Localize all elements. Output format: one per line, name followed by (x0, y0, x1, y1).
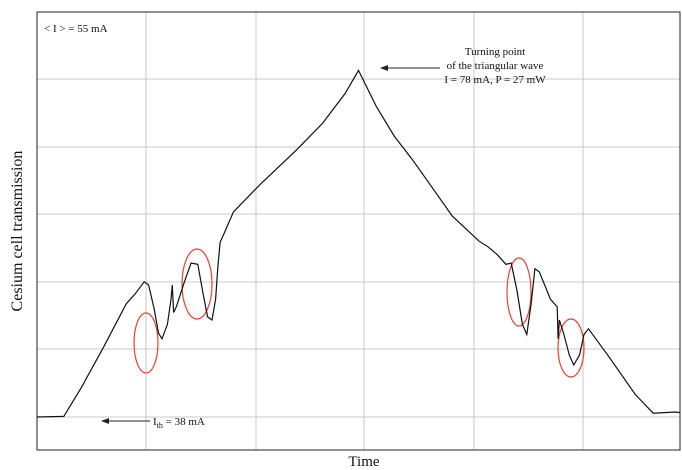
series-line (36, 69, 681, 418)
annotation-turning-point-line3: I = 78 mA, P = 27 mW (444, 74, 546, 86)
grid-lines (37, 12, 680, 450)
arrowhead-threshold (101, 418, 109, 424)
dip-highlight-ellipse (557, 318, 585, 378)
plot-frame (36, 11, 681, 451)
annotation-mean-current: < I > = 55 mA (44, 23, 108, 35)
y-axis-label: Cesium cell transmission (9, 151, 26, 312)
annotation-turning-point-line1: Turning point (465, 46, 525, 58)
dip-highlight-ellipse (181, 248, 213, 320)
arrowhead-turning-point (380, 65, 388, 71)
dip-highlight-ellipse (133, 312, 159, 374)
x-axis-label: Time (348, 454, 379, 470)
annotation-turning-point-line2: of the triangular wave (447, 60, 544, 72)
dip-highlights (133, 248, 585, 378)
dip-highlight-ellipse (506, 257, 532, 327)
annotation-threshold: Ith = 38 mA (153, 416, 205, 430)
